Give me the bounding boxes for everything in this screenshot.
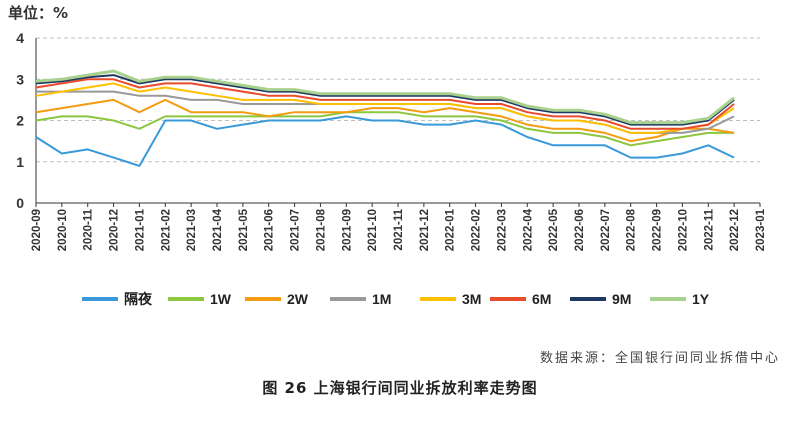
- legend-label: 1W: [210, 291, 232, 307]
- y-axis-ticks: 0 1 2 3 4: [16, 30, 24, 211]
- x-tick-label: 2022-01: [445, 208, 457, 251]
- x-tick-label: 2021-01: [134, 208, 146, 251]
- x-tick-label: 2022-02: [471, 209, 483, 251]
- x-tick-label: 2022-11: [703, 208, 715, 250]
- x-tick-label: 2022-09: [652, 209, 664, 251]
- source-note: 数据来源：全国银行间同业拆借中心: [539, 351, 780, 366]
- unit-label: 单位：%: [8, 4, 69, 22]
- x-tick-label: 2022-06: [574, 209, 586, 251]
- x-tick-label: 2020-12: [109, 209, 121, 251]
- x-tick-label: 2021-02: [160, 209, 172, 251]
- x-tick-label: 2022-05: [548, 208, 560, 251]
- shibor-chart: 0 1 2 3 4 2020-09 2020-10 2020-11 2020-12 2021-0…: [16, 30, 767, 307]
- series-lines: [35, 69, 736, 167]
- y-tick-label: 4: [16, 30, 24, 46]
- x-tick-label: 2021-11: [393, 208, 405, 250]
- series-line: [35, 74, 735, 126]
- x-tick-label: 2021-05: [238, 208, 250, 251]
- x-tick-label: 2021-07: [290, 209, 302, 251]
- x-axis-ticks: 2020-09 2020-10 2020-11 2020-12 2021-01 2021-…: [31, 203, 767, 251]
- x-tick-label: 2020-09: [31, 209, 43, 251]
- series-line: [35, 111, 735, 147]
- series-line: [35, 78, 735, 130]
- legend-label: 2W: [287, 291, 309, 307]
- series-line: [35, 69, 736, 125]
- y-tick-label: 1: [16, 154, 24, 170]
- y-tick-label: 0: [16, 195, 24, 211]
- series-line: [35, 98, 735, 143]
- legend-label: 9M: [612, 291, 631, 307]
- x-tick-label: 2021-08: [315, 208, 327, 251]
- series-line: [35, 115, 735, 167]
- x-tick-label: 2021-10: [367, 209, 379, 251]
- legend-label: 1Y: [692, 291, 710, 307]
- legend-label: 6M: [532, 291, 551, 307]
- legend-label: 1M: [372, 291, 391, 307]
- x-tick-label: 2021-06: [264, 209, 276, 251]
- x-tick-label: 2021-09: [341, 209, 353, 251]
- legend-label: 隔夜: [124, 291, 153, 307]
- x-tick-label: 2022-08: [626, 208, 638, 251]
- x-tick-label: 2022-07: [600, 209, 612, 251]
- x-tick-label: 2021-03: [186, 209, 198, 251]
- x-tick-label: 2020-11: [83, 208, 95, 250]
- series-line: [35, 82, 735, 134]
- x-tick-label: 2022-03: [496, 209, 508, 251]
- x-tick-label: 2021-04: [212, 208, 224, 251]
- figure-caption: 图 26 上海银行间同业拆放利率走势图: [262, 379, 538, 397]
- legend-label: 3M: [462, 291, 481, 307]
- x-tick-label: 2023-01: [755, 208, 767, 251]
- x-tick-label: 2022-04: [522, 208, 534, 251]
- y-tick-label: 3: [16, 71, 24, 87]
- x-tick-label: 2020-10: [57, 209, 69, 251]
- y-tick-label: 2: [16, 113, 24, 129]
- x-tick-label: 2022-12: [729, 209, 741, 251]
- x-tick-label: 2022-10: [677, 209, 689, 251]
- legend: 隔夜 1W 2W 1M 3M 6M 9M 1Y: [82, 291, 710, 307]
- x-tick-label: 2021-12: [419, 209, 431, 251]
